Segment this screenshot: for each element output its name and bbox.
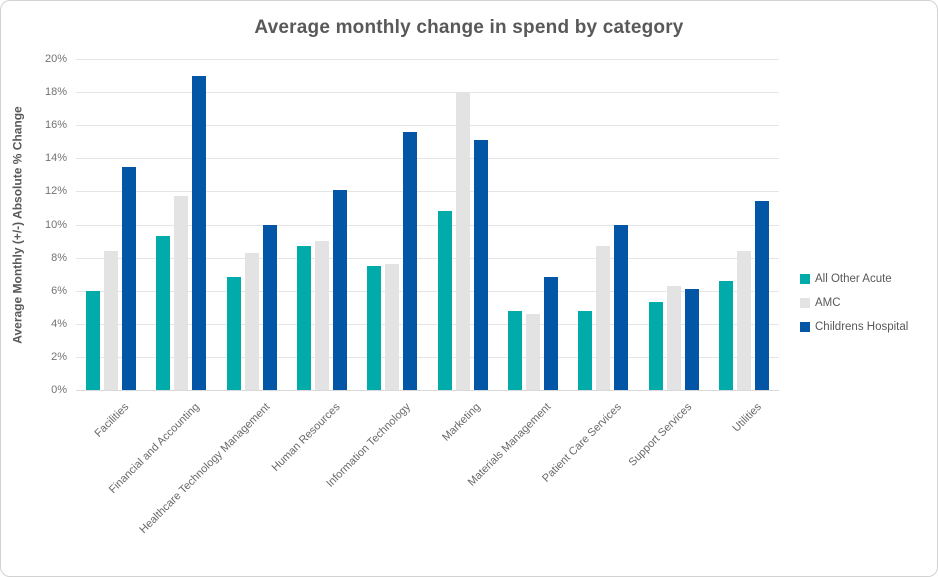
bar-all-other-acute — [226, 277, 241, 390]
bar-childrens-hospital — [473, 140, 488, 390]
legend-swatch-all-other-acute — [800, 274, 810, 284]
bar-all-other-acute — [367, 265, 382, 390]
x-axis-label: Utilities — [730, 401, 765, 435]
legend-item-amc: AMC — [800, 297, 908, 309]
bar-amc — [736, 250, 751, 390]
y-axis-tick: 18% — [44, 86, 67, 99]
gridline — [76, 290, 779, 292]
bar-amc — [455, 92, 470, 390]
gridline — [76, 323, 779, 325]
x-axis-label: Patient Care Services — [540, 401, 624, 485]
bar-amc — [385, 264, 400, 390]
bar-childrens-hospital — [403, 131, 418, 390]
bar-group-healthcare-technology-management — [217, 59, 287, 390]
gridline — [76, 92, 779, 94]
bar-group-support-services — [638, 59, 708, 390]
gridline — [76, 158, 779, 160]
bar-group-patient-care-services — [568, 59, 638, 390]
chart-title: Average monthly change in spend by categ… — [254, 17, 684, 38]
x-axis-label: Marketing — [440, 401, 484, 444]
gridline — [76, 356, 779, 358]
bar-group-facilities — [76, 59, 146, 390]
gridline — [76, 257, 779, 259]
y-axis-tick: 4% — [51, 317, 67, 330]
y-axis-tick: 2% — [51, 350, 67, 363]
gridline — [76, 191, 779, 193]
bar-all-other-acute — [86, 290, 101, 390]
bar-amc — [525, 313, 540, 390]
bar-amc — [666, 285, 681, 390]
legend-swatch-childrens-hospital — [800, 322, 810, 332]
x-axis-label: Facilities — [92, 401, 132, 440]
x-axis-label: Support Services — [626, 401, 695, 469]
legend-label: AMC — [815, 297, 841, 309]
bar-group-information-technology — [357, 59, 427, 390]
bar-all-other-acute — [648, 302, 663, 390]
y-axis-tick: 6% — [51, 284, 67, 297]
bar-group-financial-and-accounting — [146, 59, 216, 390]
bar-amc — [596, 246, 611, 390]
legend-swatch-amc — [800, 298, 810, 308]
bar-childrens-hospital — [543, 277, 558, 390]
bar-childrens-hospital — [262, 224, 277, 390]
bar-all-other-acute — [718, 280, 733, 390]
bar-all-other-acute — [437, 211, 452, 390]
y-axis-tick: 20% — [44, 53, 67, 65]
bar-group-utilities — [709, 59, 779, 390]
bar-childrens-hospital — [614, 224, 629, 390]
y-axis-tick: 16% — [44, 119, 67, 132]
gridline — [76, 224, 779, 226]
bar-group-marketing — [427, 59, 497, 390]
bar-all-other-acute — [507, 310, 522, 390]
bar-childrens-hospital — [122, 166, 137, 390]
bar-groups — [76, 59, 779, 390]
gridline — [76, 59, 779, 60]
bar-childrens-hospital — [333, 189, 348, 390]
y-axis-tick: 10% — [44, 218, 67, 231]
legend-label: All Other Acute — [815, 273, 892, 285]
bar-all-other-acute — [578, 310, 593, 390]
bar-amc — [104, 250, 119, 390]
legend-label: Childrens Hospital — [815, 321, 909, 333]
plot-area — [76, 59, 779, 391]
y-axis-tick: 12% — [44, 185, 67, 198]
bar-childrens-hospital — [684, 289, 699, 390]
bar-childrens-hospital — [192, 75, 207, 390]
y-axis-tick: 0% — [51, 384, 67, 396]
bar-childrens-hospital — [754, 201, 769, 390]
bar-amc — [244, 252, 259, 390]
bar-group-human-resources — [287, 59, 357, 390]
y-axis-tick: 8% — [51, 251, 67, 264]
bar-amc — [174, 196, 189, 390]
x-axis-label: Healthcare Technology Management — [137, 401, 273, 537]
y-axis: 0% 2% 4% 6% 8% 10% 12% 14% 16% 18% 20% — [1, 53, 67, 396]
bar-group-materials-management — [498, 59, 568, 390]
legend-item-childrens-hospital: Childrens Hospital — [800, 321, 908, 333]
y-axis-tick: 14% — [44, 152, 67, 165]
legend-item-all-other-acute: All Other Acute — [800, 273, 908, 285]
bar-all-other-acute — [156, 236, 171, 390]
bar-amc — [315, 241, 330, 390]
bar-all-other-acute — [297, 246, 312, 390]
x-axis-label: Human Resources — [269, 401, 343, 474]
x-axis: Facilities Financial and Accounting Health… — [76, 397, 779, 567]
legend: All Other Acute AMC Childrens Hospital — [800, 273, 908, 345]
gridline — [76, 125, 779, 127]
